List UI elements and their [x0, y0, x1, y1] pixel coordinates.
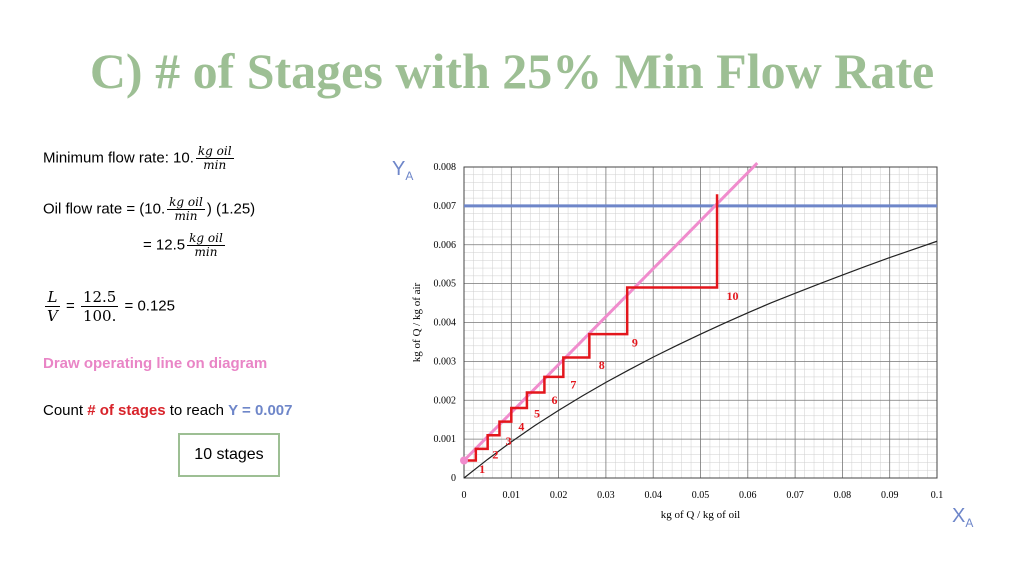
- min-flow-rate: Minimum flow rate: 10. kg oil min: [43, 145, 236, 172]
- x-tick-label: 0.06: [739, 490, 757, 501]
- count-text: Count # of stages to reach Y = 0.007: [43, 402, 293, 419]
- stage-label: 5: [534, 407, 540, 421]
- x-tick-label: 0.08: [834, 490, 852, 501]
- y-axis-symbol-sub: A: [405, 169, 414, 183]
- oil-flow-rate: Oil flow rate = (10. kg oil min) (1.25): [43, 196, 255, 223]
- stage-label: 9: [632, 336, 638, 350]
- stage-label: 10: [727, 289, 739, 303]
- y-tick-label: 0.005: [434, 279, 457, 290]
- x-tick-label: 0.1: [931, 490, 944, 501]
- min-flow-unit: kg oil min: [195, 144, 234, 172]
- y-tick-label: 0.001: [434, 434, 457, 445]
- answer-text: 10 stages: [194, 446, 264, 463]
- lv-equals: =: [66, 297, 75, 315]
- x-axis-symbol: XA: [952, 505, 973, 530]
- operating-line: [462, 162, 759, 462]
- lv-value-num: 12.5: [80, 288, 119, 307]
- stage-label: 2: [492, 448, 498, 462]
- stage-label: 1: [479, 462, 485, 476]
- x-tick-label: 0.09: [881, 490, 899, 501]
- y-tick-label: 0.004: [434, 318, 457, 329]
- oil-flow-unit-den: min: [174, 209, 198, 223]
- oil-flow-result-unit-num: kg oil: [187, 231, 225, 246]
- lv-result: = 0.125: [124, 297, 175, 315]
- y-tick-label: 0.008: [434, 162, 457, 173]
- x-tick-labels: 0 0.01 0.02 0.03 0.04 0.05 0.06 0.07 0.08 0.09 0.1: [462, 490, 944, 501]
- oil-flow-factor: ) (1.25): [206, 200, 256, 218]
- y-axis-symbol: YA: [392, 158, 413, 183]
- count-prefix: Count: [43, 402, 88, 419]
- oil-flow-result-value: = 12.5: [143, 236, 186, 254]
- x-axis-label: kg of Q / kg of oil: [661, 509, 740, 521]
- x-tick-label: 0: [462, 490, 467, 501]
- min-flow-unit-den: min: [203, 158, 227, 172]
- x-axis-symbol-sub: A: [965, 516, 974, 530]
- oil-flow-label: Oil flow rate = (10.: [43, 200, 166, 218]
- oil-flow-unit: kg oil min: [167, 196, 205, 223]
- x-tick-label: 0.01: [503, 490, 521, 501]
- y-tick-label: 0.007: [434, 201, 457, 212]
- stage-label: 7: [570, 378, 576, 392]
- lv-den: V: [47, 307, 58, 325]
- x-axis-symbol-main: X: [952, 505, 966, 527]
- y-tick-labels: 0 0.001 0.002 0.003 0.004 0.005 0.006 0.007 0.00…: [434, 162, 457, 484]
- slide-title: C) # of Stages with 25% Min Flow Rate: [89, 43, 935, 99]
- x-tick-label: 0.07: [786, 490, 804, 501]
- stage-steps: [464, 194, 719, 462]
- y-tick-label: 0.002: [434, 395, 457, 406]
- answer-box: 10 stages: [178, 433, 280, 477]
- y-axis-label: kg of Q / kg of air: [411, 282, 423, 362]
- count-middle: to reach: [165, 402, 229, 419]
- min-flow-unit-num: kg oil: [195, 144, 234, 159]
- instruction-text: Draw operating line on diagram: [43, 355, 268, 372]
- y-tick-label: 0.006: [434, 240, 457, 251]
- stage-label: 3: [506, 434, 512, 448]
- stage-label: 6: [552, 393, 558, 407]
- min-flow-label: Minimum flow rate: 10.: [43, 149, 194, 167]
- oil-flow-result: = 12.5 kg oil min: [143, 232, 227, 259]
- operating-line-start-point: [460, 456, 468, 465]
- plot-frame: [463, 166, 938, 479]
- x-tick-label: 0.05: [692, 490, 710, 501]
- stage-label: 8: [599, 358, 605, 372]
- y-tick-label: 0: [451, 473, 456, 484]
- y-tick-label: 0.003: [434, 356, 457, 367]
- y-axis-symbol-main: Y: [392, 158, 406, 180]
- oil-flow-unit-num: kg oil: [167, 195, 205, 210]
- count-target: Y = 0.007: [228, 402, 293, 419]
- equilibrium-curve: [463, 240, 938, 479]
- lv-value-den: 100.: [82, 307, 117, 325]
- x-tick-label: 0.02: [550, 490, 568, 501]
- stage-label: 4: [518, 420, 524, 434]
- x-tick-label: 0.03: [597, 490, 615, 501]
- oil-flow-result-unit: kg oil min: [187, 232, 225, 259]
- count-highlight: # of stages: [87, 402, 166, 419]
- lv-value-fraction: 12.5 100.: [80, 288, 119, 325]
- oil-flow-result-unit-den: min: [194, 245, 218, 259]
- lv-num: L: [45, 288, 60, 307]
- x-tick-label: 0.04: [644, 490, 662, 501]
